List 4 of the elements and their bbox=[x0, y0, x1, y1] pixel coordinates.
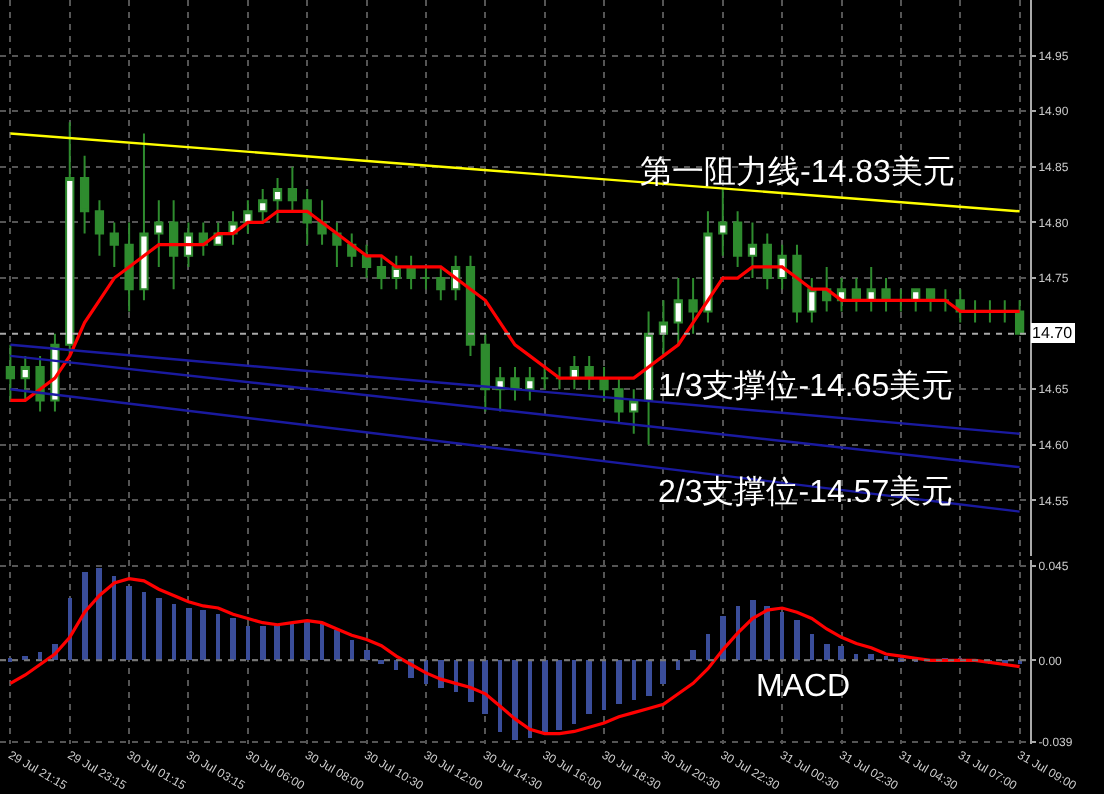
annotation: MACD bbox=[756, 670, 851, 704]
annotation: 第一阻力线-14.83美元 bbox=[640, 154, 955, 190]
ref-line-label: 14.70 bbox=[1032, 324, 1074, 342]
annotation: 1/3支撑位-14.65美元 bbox=[658, 368, 954, 404]
